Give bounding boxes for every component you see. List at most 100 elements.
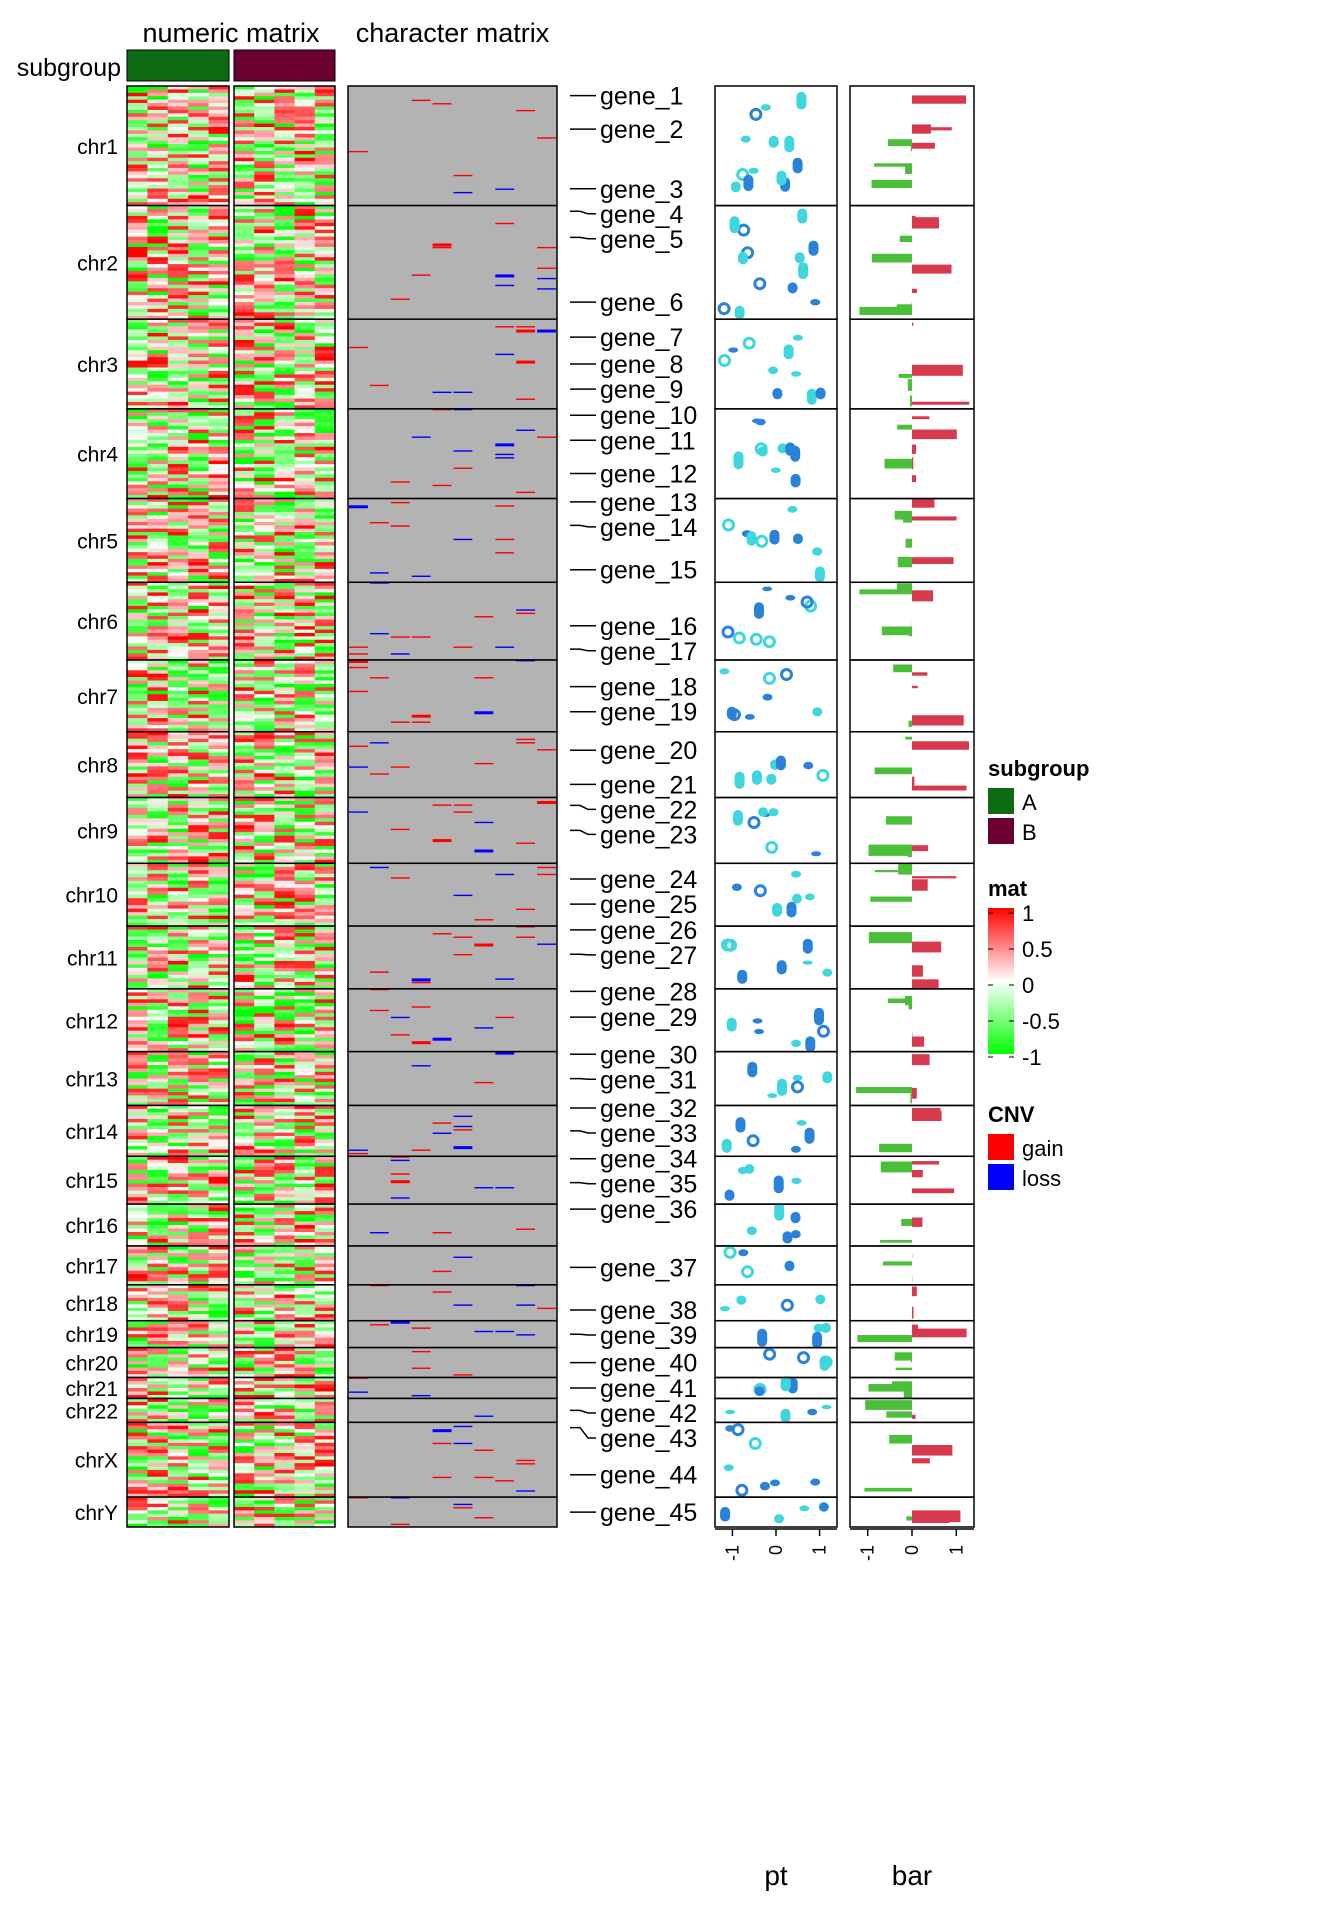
heatmap-cell xyxy=(274,388,295,392)
heatmap-cell xyxy=(274,1149,295,1154)
heatmap-cell xyxy=(147,707,169,712)
heatmap-cell xyxy=(254,908,275,913)
heatmap-cell xyxy=(314,1095,336,1100)
heatmap-cell xyxy=(254,677,275,681)
heatmap-cell xyxy=(254,508,275,513)
heatmap-cell xyxy=(208,1239,230,1243)
heatmap-cell xyxy=(188,1270,209,1275)
heatmap-cell xyxy=(188,1228,209,1233)
heatmap-cell xyxy=(147,894,169,899)
heatmap-cell xyxy=(167,1310,189,1315)
heatmap-cell xyxy=(167,1055,189,1059)
heatmap-cell xyxy=(254,769,275,774)
cnv-call xyxy=(453,1507,473,1509)
heatmap-cell xyxy=(314,1480,336,1484)
heatmap-cell xyxy=(314,1523,336,1528)
heatmap-cell xyxy=(314,295,336,299)
heatmap-cell xyxy=(314,769,336,774)
heatmap-cell xyxy=(314,99,336,104)
heatmap-cell xyxy=(234,474,255,479)
gene-connector xyxy=(570,1130,596,1134)
heatmap-cell xyxy=(208,1173,230,1178)
heatmap-cell xyxy=(314,568,336,573)
gene-connector xyxy=(570,804,596,811)
heatmap-cell xyxy=(127,103,148,107)
heatmap-cell xyxy=(234,1301,255,1305)
heatmap-cell xyxy=(147,260,169,265)
heatmap-cell xyxy=(188,1204,209,1208)
heatmap-cell xyxy=(188,905,209,909)
heatmap-cell xyxy=(208,391,230,396)
heatmap-cell xyxy=(188,457,209,461)
heatmap-cell xyxy=(234,188,255,193)
heatmap-cell xyxy=(234,842,255,847)
heatmap-cell xyxy=(274,257,295,261)
heatmap-cell xyxy=(167,226,189,230)
heatmap-cell xyxy=(127,329,148,334)
heatmap-cell xyxy=(188,835,209,840)
heatmap-cell xyxy=(254,1320,275,1325)
heatmap-cell xyxy=(234,511,255,516)
heatmap-cell xyxy=(234,419,255,423)
heatmap-cell xyxy=(254,936,275,941)
heatmap-cell xyxy=(254,1081,275,1086)
heatmap-cell xyxy=(147,1398,169,1403)
heatmap-cell xyxy=(314,522,336,526)
pt-point xyxy=(812,1331,823,1349)
heatmap-cell xyxy=(254,374,275,379)
heatmap-cell xyxy=(234,632,255,637)
heatmap-cell xyxy=(294,839,316,843)
heatmap-cell xyxy=(274,697,295,702)
heatmap-cell xyxy=(167,616,189,620)
heatmap-cell xyxy=(294,711,316,715)
heatmap-cell xyxy=(234,1277,255,1282)
heatmap-cell xyxy=(294,1466,316,1471)
pt-point xyxy=(812,707,823,717)
heatmap-cell xyxy=(274,1112,295,1116)
heatmap-cell xyxy=(254,291,275,296)
heatmap-cell xyxy=(234,144,255,148)
heatmap-cell xyxy=(274,464,295,468)
heatmap-cell xyxy=(254,1418,275,1423)
heatmap-cell xyxy=(188,1092,209,1096)
heatmap-cell xyxy=(234,1232,255,1236)
heatmap-cell xyxy=(234,1228,255,1233)
heatmap-cell xyxy=(208,905,230,909)
bar-value xyxy=(872,253,912,263)
heatmap-cell xyxy=(188,697,209,702)
heatmap-cell xyxy=(314,821,336,826)
heatmap-cell xyxy=(294,374,316,379)
heatmap-cell xyxy=(254,852,275,857)
heatmap-cell xyxy=(294,353,316,358)
heatmap-cell xyxy=(314,1204,336,1208)
heatmap-cell xyxy=(234,240,255,244)
heatmap-cell xyxy=(254,270,275,275)
heatmap-cell xyxy=(314,491,336,496)
heatmap-cell xyxy=(314,790,336,795)
heatmap-cell xyxy=(147,1317,169,1322)
heatmap-cell xyxy=(254,92,275,97)
heatmap-cell xyxy=(274,140,295,145)
heatmap-cell xyxy=(314,370,336,375)
heatmap-cell xyxy=(147,415,169,420)
heatmap-cell xyxy=(254,181,275,186)
heatmap-cell xyxy=(167,887,189,892)
heatmap-cell xyxy=(208,978,230,983)
heatmap-cell xyxy=(167,1281,189,1286)
heatmap-cell xyxy=(147,422,169,427)
heatmap-cell xyxy=(208,106,230,111)
heatmap-cell xyxy=(127,663,148,668)
heatmap-cell xyxy=(254,1297,275,1302)
heatmap-cell xyxy=(127,96,148,100)
heatmap-cell xyxy=(294,1500,316,1505)
heatmap-cell xyxy=(254,1152,275,1157)
heatmap-cell xyxy=(188,738,209,743)
heatmap-cell xyxy=(208,1469,230,1474)
heatmap-cell xyxy=(314,412,336,417)
heatmap-cell xyxy=(147,804,169,809)
heatmap-cell xyxy=(314,174,336,179)
heatmap-cell xyxy=(294,656,316,661)
heatmap-cell xyxy=(294,1187,316,1191)
heatmap-cell xyxy=(274,481,295,486)
heatmap-cell xyxy=(254,1197,275,1202)
